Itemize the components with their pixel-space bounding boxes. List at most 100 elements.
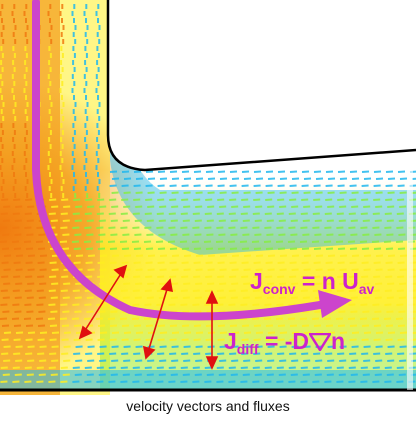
velocity-vector bbox=[121, 184, 129, 187]
velocity-vector bbox=[301, 352, 309, 355]
velocity-vector bbox=[241, 170, 250, 173]
velocity-vector bbox=[96, 303, 104, 306]
velocity-vector bbox=[205, 247, 214, 250]
velocity-vector bbox=[193, 275, 201, 278]
velocity-vector bbox=[97, 324, 106, 327]
figure-caption: velocity vectors and fluxes bbox=[126, 398, 290, 414]
velocity-vector bbox=[24, 289, 32, 292]
velocity-vector bbox=[279, 177, 288, 180]
velocity-vector bbox=[109, 352, 117, 355]
velocity-vector bbox=[279, 282, 287, 285]
velocity-vector bbox=[278, 373, 286, 376]
velocity-vector bbox=[361, 184, 369, 187]
velocity-vector bbox=[24, 226, 32, 229]
velocity-vector bbox=[373, 170, 382, 173]
velocity-vector bbox=[362, 373, 370, 376]
velocity-vector bbox=[146, 373, 154, 376]
velocity-vector bbox=[231, 331, 240, 334]
velocity-vector bbox=[170, 219, 178, 222]
velocity-vector bbox=[143, 317, 152, 320]
velocity-vector bbox=[363, 254, 372, 257]
velocity-vector bbox=[111, 177, 120, 180]
velocity-vector bbox=[63, 205, 71, 208]
velocity-vector bbox=[37, 247, 46, 250]
velocity-vector bbox=[194, 219, 202, 222]
velocity-vector bbox=[291, 268, 299, 271]
velocity-vector bbox=[85, 275, 93, 278]
velocity-vector bbox=[168, 380, 176, 383]
velocity-vector bbox=[87, 268, 95, 271]
velocity-vector bbox=[397, 198, 405, 201]
velocity-vector bbox=[12, 226, 20, 229]
velocity-vector bbox=[336, 380, 344, 383]
velocity-vector bbox=[336, 226, 344, 229]
velocity-vector bbox=[15, 345, 23, 348]
velocity-vector bbox=[180, 212, 188, 215]
velocity-vector bbox=[51, 331, 60, 334]
velocity-vector bbox=[63, 359, 71, 362]
velocity-vector bbox=[121, 324, 130, 327]
velocity-vector bbox=[49, 324, 58, 327]
velocity-vector bbox=[241, 261, 249, 264]
diffusion-arrows bbox=[78, 264, 219, 370]
velocity-vector bbox=[265, 184, 273, 187]
velocity-vector bbox=[335, 240, 344, 243]
velocity-vector bbox=[348, 380, 356, 383]
velocity-vector bbox=[349, 247, 358, 250]
velocity-vector bbox=[171, 359, 179, 362]
velocity-vector bbox=[326, 233, 334, 236]
velocity-vector bbox=[363, 359, 371, 362]
velocity-vector bbox=[61, 247, 70, 250]
velocity-vector bbox=[373, 275, 381, 278]
velocity-vector bbox=[337, 338, 345, 341]
velocity-vector bbox=[373, 261, 381, 264]
velocity-vector bbox=[385, 198, 393, 201]
velocity-vector bbox=[111, 254, 120, 257]
velocity-vector bbox=[48, 380, 56, 383]
velocity-vector bbox=[289, 338, 297, 341]
velocity-vector bbox=[135, 282, 143, 285]
velocity-vector bbox=[291, 205, 299, 208]
velocity-vector bbox=[86, 233, 94, 236]
velocity-vector bbox=[14, 310, 22, 313]
velocity-vector bbox=[325, 184, 333, 187]
velocity-vector bbox=[399, 191, 407, 194]
velocity-vector bbox=[361, 198, 369, 201]
velocity-vector bbox=[1, 352, 9, 355]
velocity-vector bbox=[360, 380, 368, 383]
velocity-vector bbox=[157, 352, 165, 355]
velocity-vector bbox=[27, 282, 35, 285]
velocity-vector bbox=[48, 303, 56, 306]
velocity-vector bbox=[255, 205, 263, 208]
velocity-vector bbox=[122, 373, 130, 376]
velocity-vector bbox=[243, 282, 251, 285]
velocity-vector bbox=[277, 261, 285, 264]
velocity-vector bbox=[50, 310, 58, 313]
velocity-vector bbox=[349, 170, 358, 173]
velocity-vector bbox=[243, 254, 252, 257]
velocity-vector bbox=[375, 268, 383, 271]
velocity-vector bbox=[60, 226, 68, 229]
velocity-vector bbox=[27, 205, 35, 208]
velocity-vector bbox=[157, 184, 165, 187]
velocity-vector bbox=[12, 380, 20, 383]
velocity-vector bbox=[87, 254, 96, 257]
velocity-vector bbox=[373, 184, 381, 187]
velocity-vector bbox=[99, 268, 107, 271]
velocity-vector bbox=[122, 296, 130, 299]
velocity-vector bbox=[191, 240, 200, 243]
velocity-vector bbox=[327, 254, 336, 257]
velocity-vector bbox=[48, 212, 56, 215]
velocity-vector bbox=[132, 366, 140, 369]
velocity-vector bbox=[25, 338, 33, 341]
velocity-vector bbox=[97, 261, 105, 264]
velocity-vector bbox=[303, 191, 311, 194]
velocity-vector bbox=[288, 212, 296, 215]
velocity-vector bbox=[204, 303, 212, 306]
velocity-vector bbox=[85, 198, 93, 201]
velocity-vector bbox=[361, 261, 369, 264]
velocity-vector bbox=[73, 198, 81, 201]
velocity-vector bbox=[398, 296, 406, 299]
velocity-vector bbox=[290, 219, 298, 222]
velocity-vector bbox=[301, 275, 309, 278]
